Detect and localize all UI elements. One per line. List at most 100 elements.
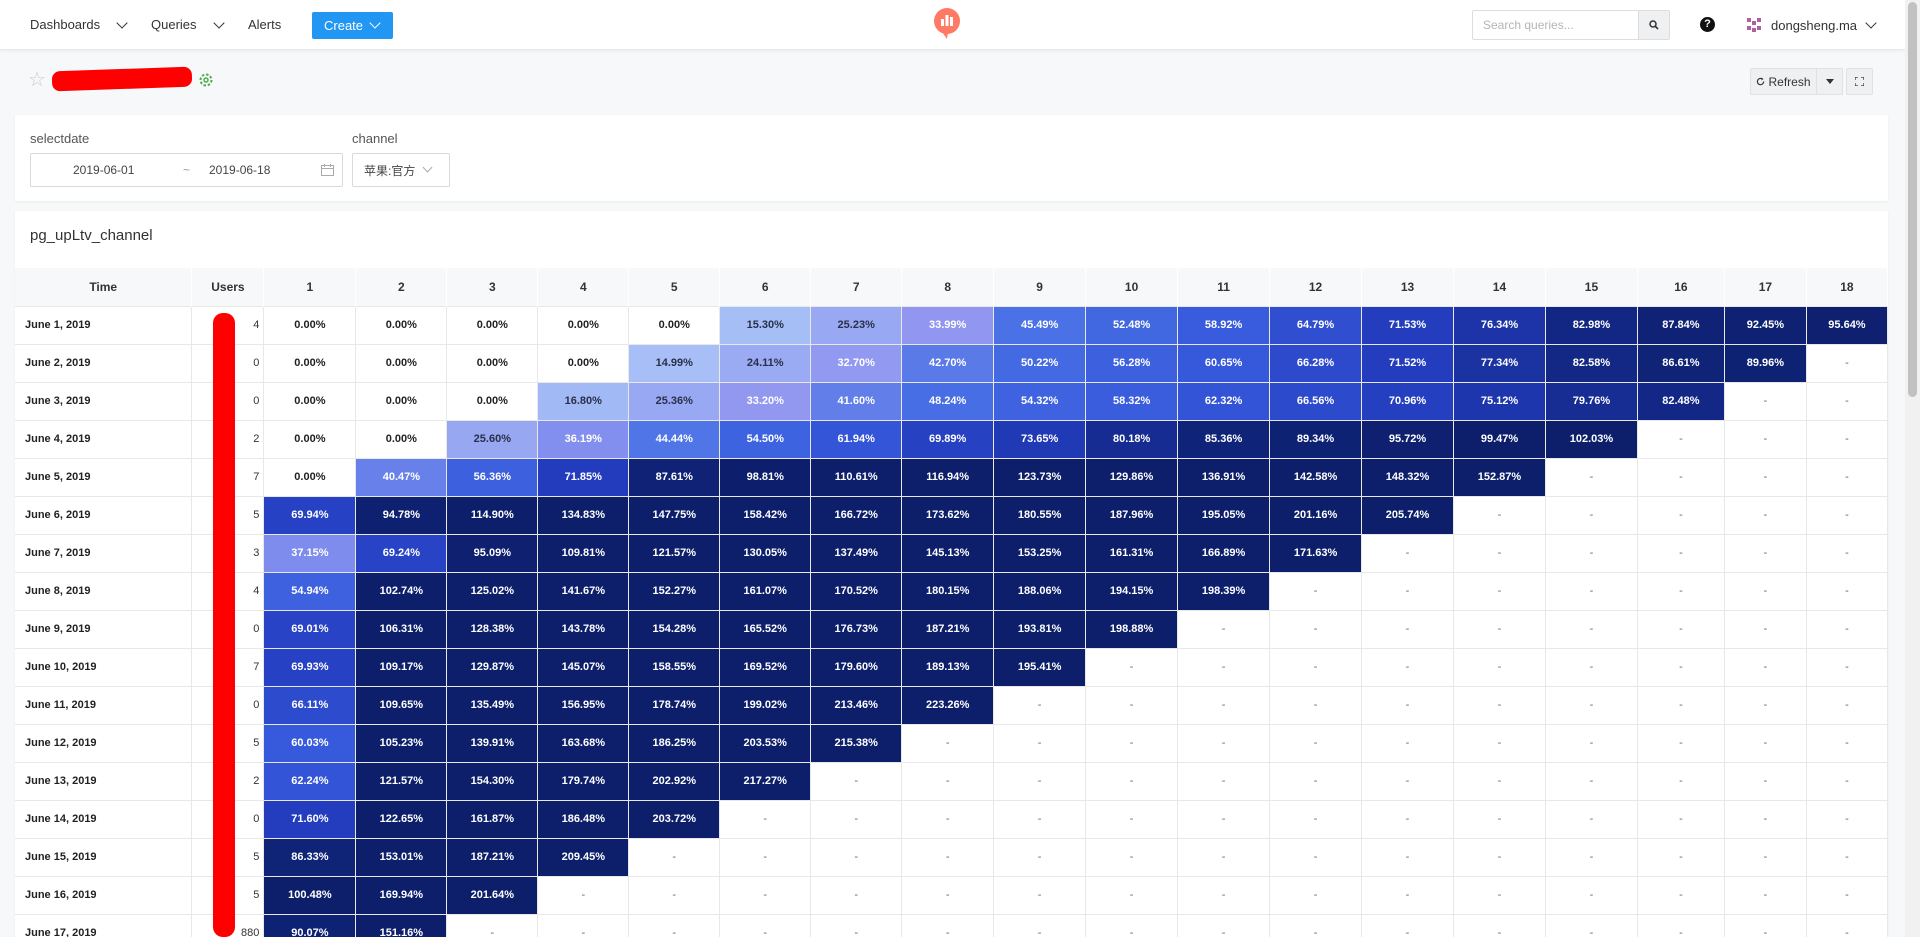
cohort-cell: 187.96% [1085,495,1179,534]
column-header: 11 [1177,268,1271,306]
help-icon[interactable]: ? [1700,17,1715,32]
cohort-cell: - [1269,571,1363,610]
cohort-cell: - [1361,875,1454,914]
user-menu[interactable]: dongsheng.ma [1745,0,1877,50]
cohort-cell: - [993,723,1087,762]
column-header: 7 [810,268,903,306]
nav-dashboards[interactable]: Dashboards [30,0,128,50]
cohort-cell: - [1806,799,1888,838]
cohort-cell: 198.88% [1085,609,1179,648]
cohort-cell: 0.00% [446,343,539,382]
column-header: 3 [446,268,539,306]
cohort-cell: - [1361,685,1454,724]
cohort-cell: 95.64% [1806,305,1888,344]
cohort-cell: 86.61% [1637,343,1725,382]
chevron-down-icon [1865,16,1877,29]
cohort-cell: - [1724,761,1807,800]
cohort-cell: - [993,875,1087,914]
column-header: 12 [1269,268,1363,306]
search-input[interactable] [1473,11,1638,39]
cohort-cell: 213.46% [810,685,903,724]
cohort-cell: - [1361,723,1454,762]
favorite-star-icon[interactable]: ☆ [28,69,46,91]
avatar [1745,16,1763,34]
refresh-options-button[interactable] [1817,68,1843,95]
cohort-cell: 153.01% [355,837,448,876]
cohort-cell: 109.65% [355,685,448,724]
cohort-cell: 180.15% [901,571,995,610]
cohort-cell: 66.11% [263,685,357,724]
cohort-cell: - [1453,723,1546,762]
cohort-cell: - [1269,875,1363,914]
column-header: 10 [1085,268,1179,306]
refresh-group: Refresh [1750,68,1843,95]
refresh-button[interactable]: Refresh [1750,68,1817,95]
cohort-cell: 0.00% [446,381,539,420]
cohort-cell: - [1806,609,1888,648]
cohort-cell: 165.52% [719,609,812,648]
cohort-cell: - [1269,837,1363,876]
cohort-cell: 171.63% [1269,533,1363,572]
cohort-cell: 73.65% [993,419,1087,458]
cohort-cell: - [901,837,995,876]
date-end[interactable]: 2019-06-18 [209,163,271,177]
scrollbar-thumb[interactable] [1908,2,1917,397]
table-header-row: Time Users 1 2 3 4 5 6 7 8 9 10 11 12 13 14 15 16 17 18 [15,268,1888,306]
cohort-cell: - [1724,571,1807,610]
cohort-cell: - [1269,799,1363,838]
cohort-cell: 58.92% [1177,305,1271,344]
channel-select[interactable]: 苹果:官方 [352,153,450,187]
cohort-cell: 76.34% [1453,305,1546,344]
cohort-cell: - [901,761,995,800]
redash-logo-icon[interactable] [933,8,961,40]
date-start[interactable]: 2019-06-01 [73,163,135,177]
search-button[interactable] [1638,11,1669,39]
cohort-cell: - [1361,647,1454,686]
cohort-cell: 33.20% [719,381,812,420]
nav-queries[interactable]: Queries [151,0,225,50]
cohort-cell: - [810,913,903,937]
cohort-cell: 92.45% [1724,305,1807,344]
table-row: June 2, 2019 0 0.00% 0.00% 0.00% 0.00% 14.99% 2… [15,343,1888,382]
cohort-cell: - [1724,799,1807,838]
create-button[interactable]: Create [312,12,393,39]
column-header: 2 [355,268,448,306]
cohort-cell: 71.60% [263,799,357,838]
cohort-cell: 89.34% [1269,419,1363,458]
fullscreen-button[interactable] [1846,68,1873,95]
search-box [1472,10,1670,40]
gear-icon[interactable] [198,72,214,88]
cohort-cell: 163.68% [537,723,630,762]
cohort-cell: 77.34% [1453,343,1546,382]
cohort-cell: 188.06% [993,571,1087,610]
row-time: June 7, 2019 [15,533,193,572]
cohort-cell: 129.87% [446,647,539,686]
nav-alerts[interactable]: Alerts [248,0,281,50]
cohort-cell: - [1724,913,1807,937]
cohort-cell: 129.86% [1085,457,1179,496]
cohort-cell: 169.94% [355,875,448,914]
page-scrollbar[interactable] [1905,0,1920,937]
cohort-cell: 42.70% [901,343,995,382]
cohort-cell: - [810,837,903,876]
cohort-cell: - [1453,913,1546,937]
row-time: June 9, 2019 [15,609,193,648]
cohort-cell: 161.07% [719,571,812,610]
cohort-cell: - [1637,875,1725,914]
cohort-cell: - [1453,875,1546,914]
cohort-cell: 40.47% [355,457,448,496]
cohort-cell: 198.39% [1177,571,1271,610]
table-row: June 5, 2019 7 0.00% 40.47% 56.36% 71.85% 87.6… [15,457,1888,496]
top-navbar: Dashboards Queries Alerts Create ? [0,0,1905,50]
row-time: June 15, 2019 [15,837,193,876]
cohort-cell: - [1085,761,1179,800]
cohort-cell: 136.91% [1177,457,1271,496]
cohort-cell: - [1545,685,1638,724]
table-row: June 10, 2019 7 69.93% 109.17% 129.87% 145.07… [15,647,1888,686]
cohort-cell: 0.00% [537,305,630,344]
cohort-cell: 69.89% [901,419,995,458]
date-range-picker[interactable]: 2019-06-01 ~ 2019-06-18 [30,153,343,187]
cohort-cell: 201.64% [446,875,539,914]
cohort-cell: - [1637,533,1725,572]
cohort-cell: - [1545,761,1638,800]
